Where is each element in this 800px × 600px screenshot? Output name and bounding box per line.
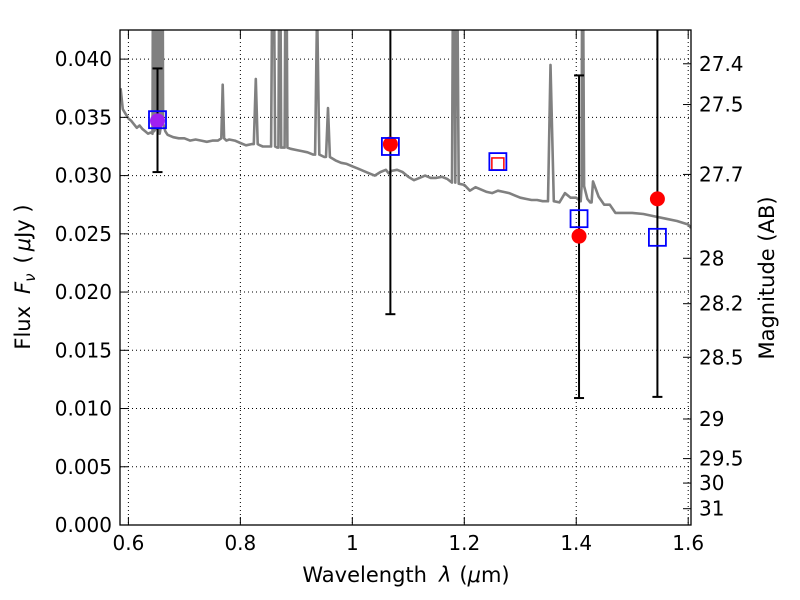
observed-marker — [150, 113, 166, 129]
right-tick-label: 29 — [699, 407, 724, 431]
observed-marker — [491, 157, 505, 171]
model-marker — [648, 227, 667, 247]
sed-spectrum — [120, 30, 691, 229]
x-tick-label: 1.2 — [448, 531, 480, 555]
y-tick-label: 0.010 — [55, 397, 112, 421]
right-tick-label: 30 — [699, 471, 724, 495]
y-tick-label: 0.015 — [55, 338, 112, 362]
observed-marker — [571, 228, 587, 244]
model-marker — [488, 152, 508, 172]
x-tick-label: 1 — [346, 531, 359, 555]
right-tick-label: 28 — [699, 246, 724, 270]
right-tick-label: 27.5 — [699, 93, 744, 117]
x-tick-label: 0.8 — [224, 531, 256, 555]
model-marker — [380, 137, 400, 156]
y-tick-label: 0.025 — [55, 222, 112, 246]
y-axis-title: FluxFν(μJy ) — [11, 204, 39, 349]
axis-ticks: 0.6 0.8 1 1.2 1.4 1.6 0.000 0.005 0.010 0.015 0.02… — [55, 30, 744, 555]
model-marker — [569, 209, 589, 229]
y-tick-label: 0.005 — [55, 455, 112, 479]
plot-frame — [119, 29, 692, 526]
error-bars — [152, 30, 663, 400]
x-tick-label: 1.4 — [560, 531, 592, 555]
y-tick-label: 0.000 — [55, 513, 112, 537]
model-marker — [148, 110, 167, 130]
x-tick-label: 0.6 — [112, 531, 144, 555]
x-tick-label: 1.6 — [672, 531, 704, 555]
observed-marker — [649, 191, 665, 207]
y-tick-label: 0.030 — [55, 164, 112, 188]
right-tick-label: 27.7 — [699, 162, 744, 186]
right-tick-label: 28.5 — [699, 345, 744, 369]
y-tick-label: 0.020 — [55, 280, 112, 304]
x-axis-title: Wavelength λ (μm) — [302, 563, 509, 587]
right-tick-label: 28.2 — [699, 292, 744, 316]
y-tick-label: 0.040 — [55, 47, 112, 71]
sed-line — [120, 30, 691, 229]
right-tick-label: 29.5 — [699, 447, 744, 471]
right-tick-label: 31 — [699, 497, 724, 521]
observed-marker — [382, 136, 398, 152]
right-tick-label: 27.4 — [699, 52, 744, 76]
y-tick-label: 0.035 — [55, 105, 112, 129]
photometry-markers — [148, 110, 667, 247]
right-axis-title: Magnitude (AB) — [755, 196, 779, 359]
grid-lines — [120, 30, 691, 525]
